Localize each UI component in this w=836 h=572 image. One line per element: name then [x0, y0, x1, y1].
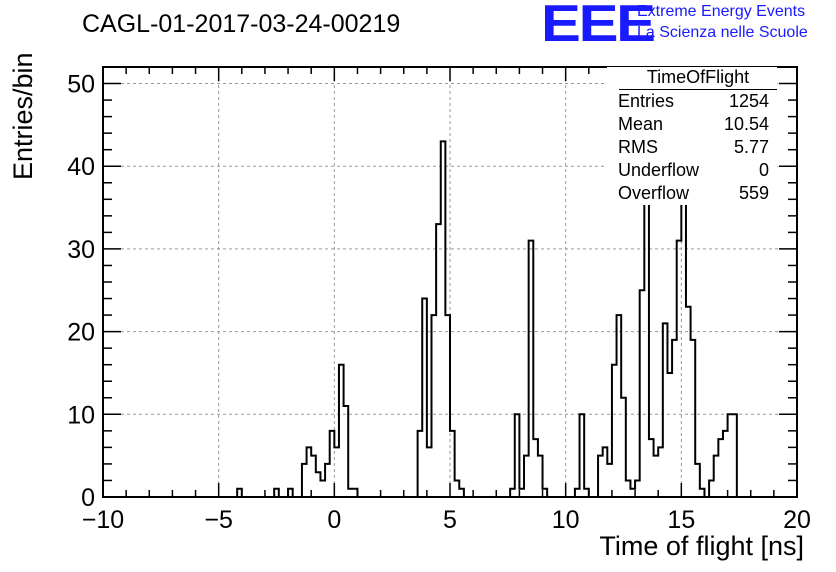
stats-value: 10.54 [723, 114, 769, 134]
y-tick-label: 20 [67, 319, 95, 347]
x-tick-label: 5 [443, 506, 457, 534]
stats-row-underflow: Underflow 0 [607, 159, 777, 182]
stats-row-overflow: Overflow 559 [607, 182, 777, 205]
stats-label: Mean [618, 114, 664, 134]
stats-row-entries: Entries 1254 [607, 90, 777, 113]
stats-value: 1254 [728, 91, 769, 111]
stats-label: Overflow [618, 183, 690, 203]
x-tick-label: 0 [327, 506, 341, 534]
stats-row-rms: RMS 5.77 [607, 136, 777, 159]
y-tick-label: 40 [67, 153, 95, 181]
stats-label: Entries [618, 91, 675, 111]
logo-subtitle-1: Extreme Energy Events [637, 3, 806, 20]
axis-tick-labels: −10 −5 0 5 10 15 20 0 10 20 30 40 50 [67, 71, 811, 534]
plot-title: CAGL-01-2017-03-24-00219 [82, 10, 401, 38]
stats-box: TimeOfFlight Entries 1254 Mean 10.54 RMS… [607, 67, 777, 205]
histogram-bin [723, 431, 728, 497]
x-tick-label: 20 [783, 506, 811, 534]
y-tick-label: 10 [67, 401, 95, 429]
y-axis-label-wrap: Entries/bin [8, 52, 38, 330]
stats-label: RMS [618, 137, 658, 157]
x-tick-label: 10 [552, 506, 580, 534]
stats-value: 5.77 [733, 137, 769, 157]
x-tick-label: −5 [204, 506, 233, 534]
y-tick-label: 30 [67, 236, 95, 264]
histogram-bin [667, 373, 672, 497]
logo-subtitle-2: La Scienza nelle Scuole [637, 24, 808, 41]
x-tick-label: 15 [667, 506, 695, 534]
histogram-bin [348, 489, 353, 497]
stats-value: 559 [738, 183, 769, 203]
stats-label: Underflow [618, 160, 700, 180]
stats-value: 0 [758, 160, 769, 180]
eee-logo: EEE [541, 0, 656, 53]
y-tick-label: 50 [67, 71, 95, 99]
histogram-bin [427, 447, 432, 497]
histogram-bin [320, 480, 325, 497]
x-tick-label: −10 [82, 506, 124, 534]
x-axis-label: Time of flight [ns] [599, 531, 804, 561]
stats-box-title: TimeOfFlight [619, 67, 777, 90]
y-axis-label: Entries/bin [8, 52, 38, 180]
stats-row-mean: Mean 10.54 [607, 113, 777, 136]
axis-ticks [102, 66, 798, 498]
y-tick-label: 0 [81, 484, 95, 512]
